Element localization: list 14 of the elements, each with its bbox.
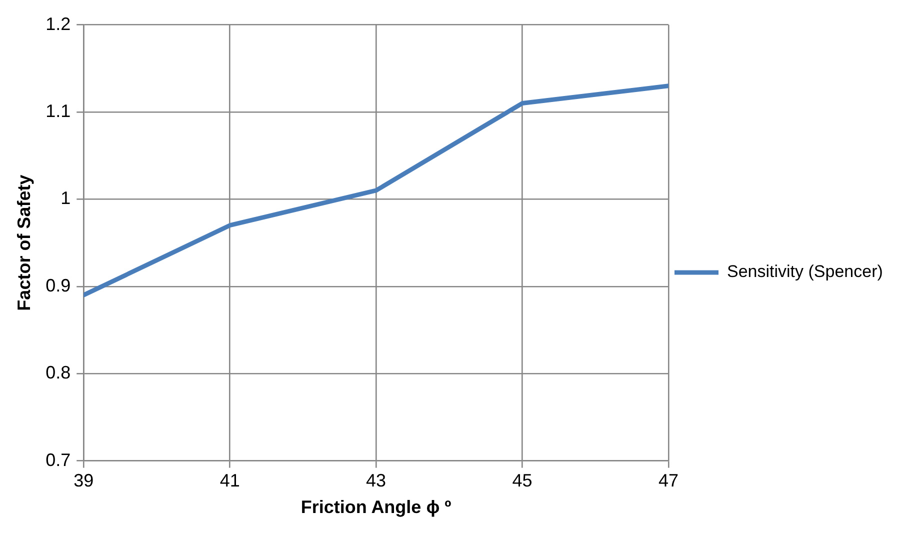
y-tick-label: 1 [60,188,71,208]
y-tick-label: 0.8 [46,362,71,383]
x-tick-label: 41 [220,470,240,491]
x-tick-label: 43 [366,470,386,491]
y-tick-label: 0.9 [46,275,71,296]
x-axis-title: Friction Angle ϕ º [300,497,452,518]
x-tick-label: 45 [512,470,532,491]
y-tick-label: 1.2 [46,14,71,34]
x-tick-label: 39 [74,470,94,491]
legend-label: Sensitivity (Spencer) [727,262,883,282]
y-tick-label: 1.1 [46,100,71,121]
y-tick-label: 0.7 [46,450,71,470]
y-axis-title: Factor of Safety [14,174,34,311]
x-tick-label: 47 [658,470,679,491]
